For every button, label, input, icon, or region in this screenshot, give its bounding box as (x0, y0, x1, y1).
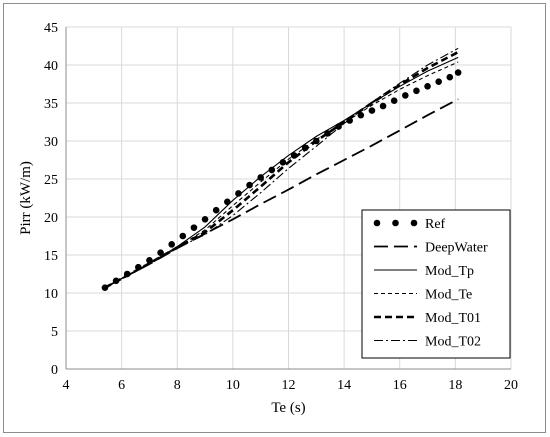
tick-labels: 4 6 8 10 12 14 16 18 20 0 5 10 15 20 25 30 35 40 45 (44, 21, 518, 393)
series-ref-point (324, 130, 331, 137)
series-ref-point (435, 78, 442, 86)
legend-box (361, 209, 511, 359)
x-tick-label: 8 (174, 378, 181, 393)
y-tick-label: 5 (51, 325, 58, 340)
series-deepwater-line (104, 98, 459, 289)
x-tick-label: 14 (337, 378, 351, 393)
y-axis-label: Pirr (kW/m) (18, 161, 34, 235)
series-ref-point (212, 206, 220, 214)
legend-label-mod-t01: Mod_T01 (425, 311, 481, 326)
series-ref-point (346, 117, 353, 124)
y-tick-label: 40 (44, 59, 58, 74)
series-ref-point (246, 181, 253, 189)
legend-swatch-ref (410, 219, 418, 227)
y-tick-label: 20 (44, 211, 58, 226)
x-tick-label: 16 (393, 378, 407, 393)
series-ref-point (135, 263, 142, 271)
series-ref-point (101, 284, 109, 291)
y-tick-label: 30 (44, 135, 58, 150)
series-ref-point (190, 224, 198, 231)
legend-label-mod-tp: Mod_Tp (425, 264, 474, 279)
series-ref-point (379, 102, 387, 110)
y-tick-label: 25 (44, 173, 58, 188)
x-tick-label: 12 (282, 378, 296, 393)
x-tick-label: 6 (118, 378, 125, 393)
series-ref-point (168, 241, 175, 248)
x-tick-label: 20 (504, 378, 518, 393)
x-tick-label: 10 (226, 378, 240, 393)
x-tick-label: 18 (448, 378, 462, 393)
series-ref-point (235, 190, 242, 197)
series-ref-point (454, 69, 462, 76)
series-ref-point (123, 270, 131, 278)
series-ref-point (157, 249, 164, 257)
series-ref-point (446, 73, 454, 81)
plot-series (101, 47, 462, 291)
series-ref-point (279, 158, 287, 166)
legend-label-deepwater: DeepWater (425, 241, 488, 256)
y-tick-label: 15 (44, 249, 58, 264)
series-ref-point (402, 92, 409, 99)
series-ref-point (335, 123, 342, 130)
series-ref-point (290, 152, 298, 159)
series-ref-point (301, 144, 309, 152)
series-ref-point (224, 198, 231, 206)
series-ref-point (112, 277, 120, 285)
series-ref-point (201, 215, 209, 223)
y-tick-label: 45 (44, 21, 58, 36)
axes (65, 27, 511, 370)
y-tick-label: 35 (44, 97, 58, 112)
legend-label-mod-te: Mod_Te (425, 288, 472, 303)
x-axis-label: Te (s) (271, 400, 305, 416)
y-tick-label: 10 (44, 287, 58, 302)
legend: Ref DeepWater Mod_Tp Mod_Te Mod_T01 Mod_T02 (361, 209, 511, 359)
legend-swatch-ref (373, 219, 381, 227)
legend-label-mod-t02: Mod_T02 (425, 335, 481, 350)
legend-label-ref: Ref (425, 217, 446, 232)
series-ref-point (368, 107, 376, 114)
x-tick-label: 4 (63, 378, 70, 393)
series-ref-point (390, 97, 398, 105)
series-ref-point (179, 232, 187, 240)
y-tick-label: 0 (51, 363, 58, 378)
series-ref-point (268, 166, 276, 174)
series-ref-point (413, 87, 420, 95)
series-ref-point (257, 174, 264, 181)
legend-swatch-ref (392, 219, 399, 227)
series-ref-point (313, 137, 320, 145)
series-ref-point (424, 82, 431, 90)
series-ref-point (357, 111, 365, 119)
series-ref-point (146, 257, 153, 264)
series-mod-t02-line (104, 47, 459, 289)
